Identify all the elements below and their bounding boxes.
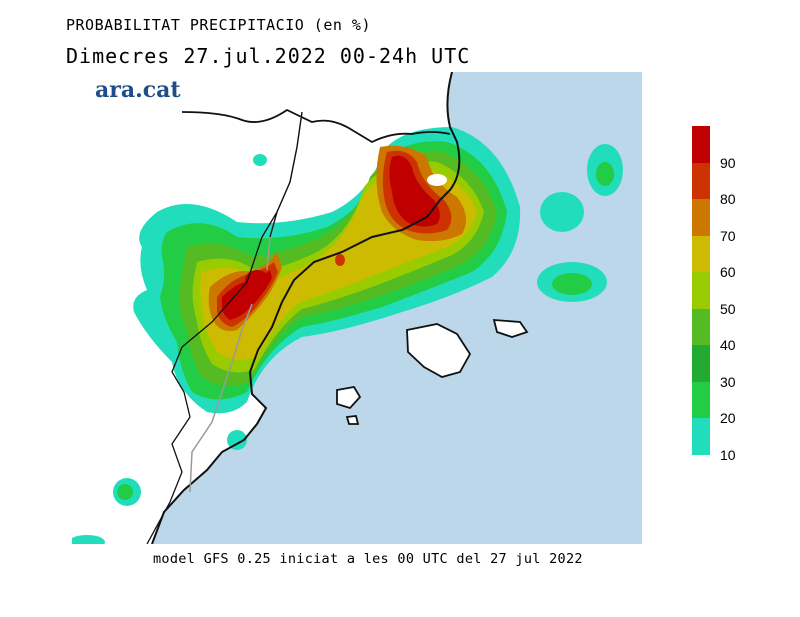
legend-label-90: 90	[720, 154, 736, 171]
legend-swatch-30	[692, 345, 710, 382]
legend-label-20: 20	[720, 410, 736, 426]
legend-label-50: 50	[720, 300, 736, 317]
forecast-date: Dimecres 27.jul.2022 00-24h UTC	[66, 44, 471, 68]
coastline	[151, 72, 461, 544]
mallorca-island	[406, 323, 472, 378]
legend-swatch-40	[692, 308, 710, 345]
legend-label-80: 80	[720, 191, 736, 207]
pyrenees-border	[181, 108, 451, 144]
legend-swatch-90	[692, 126, 710, 163]
precipitation-map	[72, 72, 642, 544]
menorca-island	[492, 319, 529, 338]
legend-swatch-10	[692, 418, 710, 455]
legend-label-40: 40	[720, 337, 736, 353]
model-run-caption: model GFS 0.25 iniciat a les 00 UTC del …	[153, 551, 583, 567]
legend-swatch-60	[692, 235, 710, 272]
legend-label-70: 70	[720, 227, 736, 244]
ara-cat-logo: ara.cat	[95, 77, 181, 103]
ibiza-island	[336, 386, 362, 410]
legend-label-30: 30	[720, 373, 736, 390]
map-title: PROBABILITAT PRECIPITACIO (en %)	[66, 16, 371, 34]
formentera-island	[345, 415, 360, 425]
legend-swatch-70	[692, 199, 710, 236]
interior-borders	[146, 111, 303, 544]
legend-label-60: 60	[720, 264, 736, 280]
probability-field	[72, 127, 623, 544]
legend-swatch-80	[692, 162, 710, 199]
legend-swatch-50	[692, 272, 710, 309]
legend-swatch-20	[692, 381, 710, 418]
balearic-islands	[336, 319, 529, 425]
legend-label-10: 10	[720, 446, 736, 463]
